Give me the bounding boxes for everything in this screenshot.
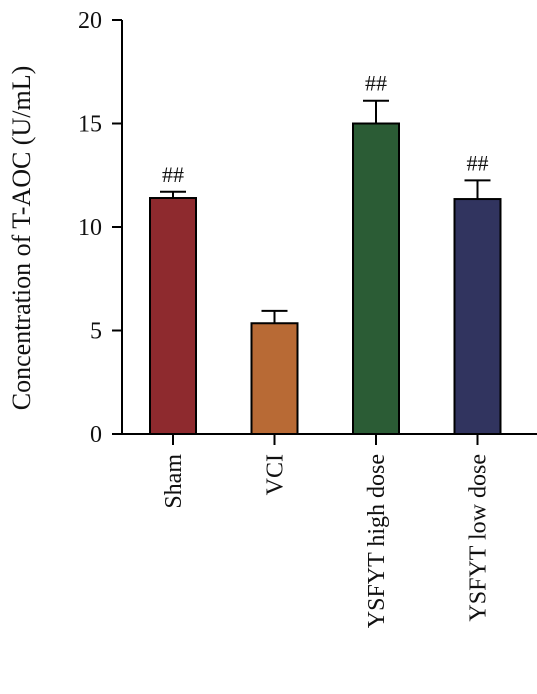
significance-label: ## [467,150,489,175]
y-tick-label: 0 [90,422,102,448]
bar [149,197,197,435]
bar-group: ## [352,71,400,435]
significance-label: ## [162,162,184,187]
y-axis: 0 5 10 15 20 [78,8,123,448]
x-tick-label: Sham [161,454,187,509]
bar [250,322,299,436]
x-tick-label: VCI [263,454,289,495]
y-axis-title: Concentration of T-AOC (U/mL) [7,66,36,410]
bar-group [250,309,299,436]
bar [453,198,502,435]
bar [352,122,400,435]
x-tick-label: YSFYT high dose [364,454,390,628]
x-tick-label: YSFYT low dose [466,454,492,622]
bar-group: ## [149,162,197,435]
significance-label: ## [365,71,387,96]
y-tick-label: 20 [78,8,102,34]
bars: ######## [149,71,502,436]
y-tick-label: 15 [78,112,102,138]
bar-group: ## [453,150,502,435]
y-tick-label: 5 [90,319,102,345]
y-tick-label: 10 [78,215,102,241]
